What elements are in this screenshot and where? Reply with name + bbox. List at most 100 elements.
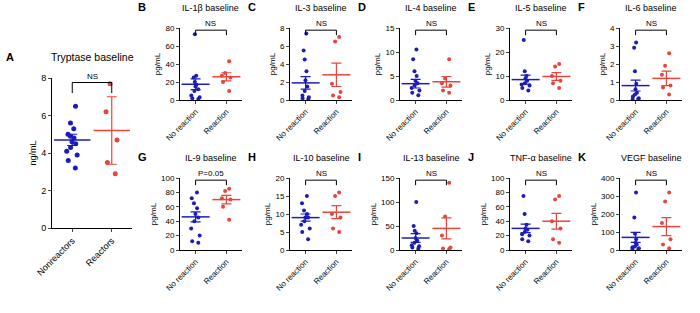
svg-text:60: 60 — [495, 203, 504, 212]
svg-text:NS: NS — [426, 19, 437, 28]
svg-text:No reaction: No reaction — [605, 107, 640, 142]
svg-text:5: 5 — [280, 228, 285, 237]
svg-text:NS: NS — [316, 169, 327, 178]
svg-text:No reaction: No reaction — [275, 107, 310, 142]
svg-text:20: 20 — [495, 48, 504, 57]
svg-text:0: 0 — [390, 96, 395, 105]
svg-text:150: 150 — [381, 174, 395, 183]
svg-text:2: 2 — [280, 78, 285, 87]
svg-text:4: 4 — [41, 148, 46, 158]
svg-text:No reaction: No reaction — [275, 257, 310, 292]
svg-text:20: 20 — [165, 78, 174, 87]
svg-text:Reaction: Reaction — [532, 107, 561, 136]
svg-text:pg/mL: pg/mL — [483, 52, 492, 75]
svg-text:VEGF baseline: VEGF baseline — [621, 153, 682, 163]
svg-text:0: 0 — [170, 96, 175, 105]
svg-text:6: 6 — [41, 111, 46, 121]
svg-text:20: 20 — [495, 231, 504, 240]
svg-text:40: 40 — [165, 60, 174, 69]
svg-text:pg/mL: pg/mL — [268, 52, 277, 75]
svg-text:Nonreactors: Nonreactors — [35, 235, 77, 277]
svg-text:0: 0 — [610, 96, 615, 105]
svg-text:pg/mL: pg/mL — [479, 202, 488, 225]
svg-text:2: 2 — [41, 186, 46, 196]
svg-text:F: F — [578, 1, 585, 13]
svg-text:pg/mL: pg/mL — [263, 202, 272, 225]
svg-text:Reaction: Reaction — [422, 257, 451, 286]
svg-text:20: 20 — [275, 174, 284, 183]
svg-text:3: 3 — [610, 42, 615, 51]
svg-text:100: 100 — [601, 228, 615, 237]
svg-text:0: 0 — [170, 246, 175, 255]
svg-text:H: H — [248, 151, 256, 163]
svg-text:pg/mL: pg/mL — [153, 52, 162, 75]
svg-text:5: 5 — [390, 72, 395, 81]
svg-text:pg/mL: pg/mL — [373, 52, 382, 75]
svg-text:NS: NS — [646, 19, 657, 28]
svg-text:Reaction: Reaction — [312, 107, 341, 136]
svg-text:0: 0 — [610, 246, 615, 255]
svg-text:0: 0 — [500, 96, 505, 105]
svg-text:C: C — [248, 1, 256, 13]
svg-text:60: 60 — [165, 203, 174, 212]
svg-text:NS: NS — [87, 72, 98, 81]
svg-text:TNF-α baseline: TNF-α baseline — [510, 153, 572, 163]
svg-text:I: I — [358, 151, 361, 163]
svg-text:NS: NS — [426, 169, 437, 178]
svg-text:NS: NS — [316, 19, 327, 28]
svg-text:1: 1 — [610, 78, 615, 87]
svg-text:pg/mL: pg/mL — [598, 52, 607, 75]
svg-text:10: 10 — [275, 210, 284, 219]
svg-text:100: 100 — [161, 174, 175, 183]
svg-text:IL-3 baseline: IL-3 baseline — [295, 3, 347, 13]
svg-text:Reaction: Reaction — [642, 107, 671, 136]
svg-text:30: 30 — [495, 24, 504, 33]
svg-text:10: 10 — [385, 48, 394, 57]
svg-text:No reaction: No reaction — [165, 107, 200, 142]
svg-text:40: 40 — [165, 217, 174, 226]
svg-text:Reaction: Reaction — [532, 257, 561, 286]
svg-text:Reaction: Reaction — [642, 257, 671, 286]
svg-text:0: 0 — [500, 246, 505, 255]
svg-text:NS: NS — [205, 19, 216, 28]
svg-text:IL-4 baseline: IL-4 baseline — [405, 3, 457, 13]
svg-text:IL-13 baseline: IL-13 baseline — [403, 153, 460, 163]
svg-text:15: 15 — [385, 24, 394, 33]
svg-text:0: 0 — [390, 246, 395, 255]
svg-text:pg/mL: pg/mL — [149, 202, 158, 225]
svg-text:Reaction: Reaction — [312, 257, 341, 286]
svg-text:Reactors: Reactors — [84, 235, 117, 268]
svg-text:8: 8 — [280, 24, 285, 33]
svg-text:IL-1β baseline: IL-1β baseline — [182, 3, 239, 13]
svg-text:80: 80 — [165, 188, 174, 197]
svg-text:pg/mL: pg/mL — [589, 202, 598, 225]
svg-text:D: D — [358, 1, 366, 13]
svg-text:0: 0 — [280, 246, 285, 255]
svg-text:No reaction: No reaction — [385, 257, 420, 292]
svg-text:20: 20 — [165, 231, 174, 240]
svg-text:pg/mL: pg/mL — [369, 202, 378, 225]
svg-text:8: 8 — [41, 73, 46, 83]
svg-text:80: 80 — [165, 24, 174, 33]
svg-text:10: 10 — [495, 72, 504, 81]
svg-text:400: 400 — [601, 174, 615, 183]
svg-text:No reaction: No reaction — [165, 257, 200, 292]
svg-text:6: 6 — [280, 42, 285, 51]
svg-text:No reaction: No reaction — [605, 257, 640, 292]
svg-text:IL-9 baseline: IL-9 baseline — [185, 153, 237, 163]
svg-text:40: 40 — [495, 217, 504, 226]
svg-text:No reaction: No reaction — [495, 257, 530, 292]
svg-text:G: G — [138, 151, 147, 163]
svg-text:B: B — [138, 1, 146, 13]
svg-text:IL-10 baseline: IL-10 baseline — [293, 153, 350, 163]
svg-text:300: 300 — [601, 192, 615, 201]
svg-text:E: E — [468, 1, 475, 13]
svg-text:NS: NS — [536, 19, 547, 28]
svg-text:0: 0 — [280, 96, 285, 105]
svg-text:Reaction: Reaction — [422, 107, 451, 136]
svg-text:15: 15 — [275, 192, 284, 201]
svg-text:Reaction: Reaction — [202, 107, 231, 136]
svg-text:NS: NS — [536, 169, 547, 178]
svg-text:ng/mL: ng/mL — [28, 140, 38, 165]
svg-text:4: 4 — [610, 24, 615, 33]
